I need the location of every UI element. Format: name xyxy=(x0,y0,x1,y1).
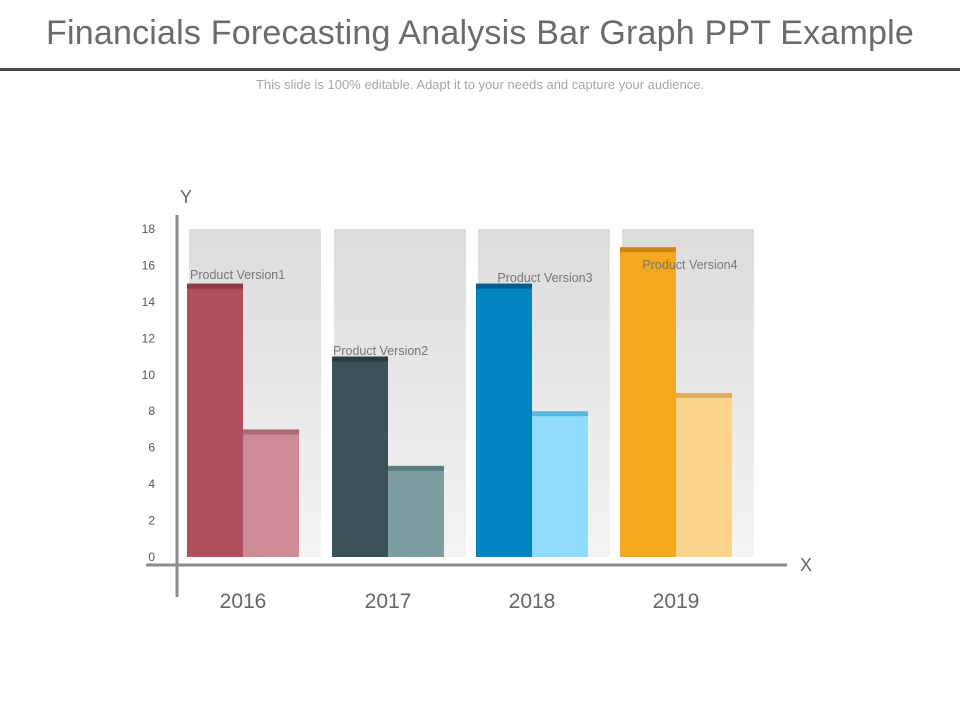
y-tick-label-18: 18 xyxy=(142,222,156,236)
category-label-2018: 2018 xyxy=(509,590,556,613)
bar-secondary-cap-2018 xyxy=(532,411,588,417)
bar-primary-2018 xyxy=(476,283,532,557)
bar-primary-cap-2018 xyxy=(476,283,532,289)
bar-secondary-2018 xyxy=(532,411,588,557)
bar-secondary-cap-2017 xyxy=(388,465,444,471)
bar-secondary-2016 xyxy=(243,429,299,557)
y-tick-label-14: 14 xyxy=(142,295,156,309)
y-tick-label-16: 16 xyxy=(142,258,156,272)
bar-primary-2016 xyxy=(187,283,243,557)
annotation-label-2: Product Version2 xyxy=(333,344,428,358)
annotation-label-4: Product Version4 xyxy=(642,258,737,272)
category-label-2019: 2019 xyxy=(653,590,700,613)
annotation-label-3: Product Version3 xyxy=(497,271,592,285)
y-tick-label-0: 0 xyxy=(148,550,155,564)
bar-primary-2019 xyxy=(620,247,676,557)
y-tick-label-6: 6 xyxy=(148,441,155,455)
title-divider xyxy=(0,68,960,71)
y-tick-label-10: 10 xyxy=(142,368,156,382)
slide-title: Financials Forecasting Analysis Bar Grap… xyxy=(46,14,914,52)
y-tick-label-2: 2 xyxy=(148,514,155,528)
bar-primary-cap-2017 xyxy=(332,356,388,362)
slide-subtitle: This slide is 100% editable. Adapt it to… xyxy=(255,77,705,92)
bar-secondary-cap-2019 xyxy=(676,393,732,398)
category-label-2017: 2017 xyxy=(365,590,412,613)
bar-secondary-2017 xyxy=(388,465,444,557)
y-tick-label-4: 4 xyxy=(148,477,155,491)
bar-secondary-cap-2016 xyxy=(243,429,299,435)
bar-primary-cap-2016 xyxy=(187,283,243,289)
y-tick-label-8: 8 xyxy=(148,404,155,418)
bar-primary-2017 xyxy=(332,356,388,557)
category-label-2016: 2016 xyxy=(220,590,267,613)
bar-secondary-2019 xyxy=(676,393,732,557)
y-axis-name: Y xyxy=(180,187,192,207)
x-axis-name: X xyxy=(800,555,812,575)
y-tick-label-12: 12 xyxy=(142,331,156,345)
bar-primary-cap-2019 xyxy=(620,247,676,253)
annotation-label-1: Product Version1 xyxy=(190,268,285,282)
